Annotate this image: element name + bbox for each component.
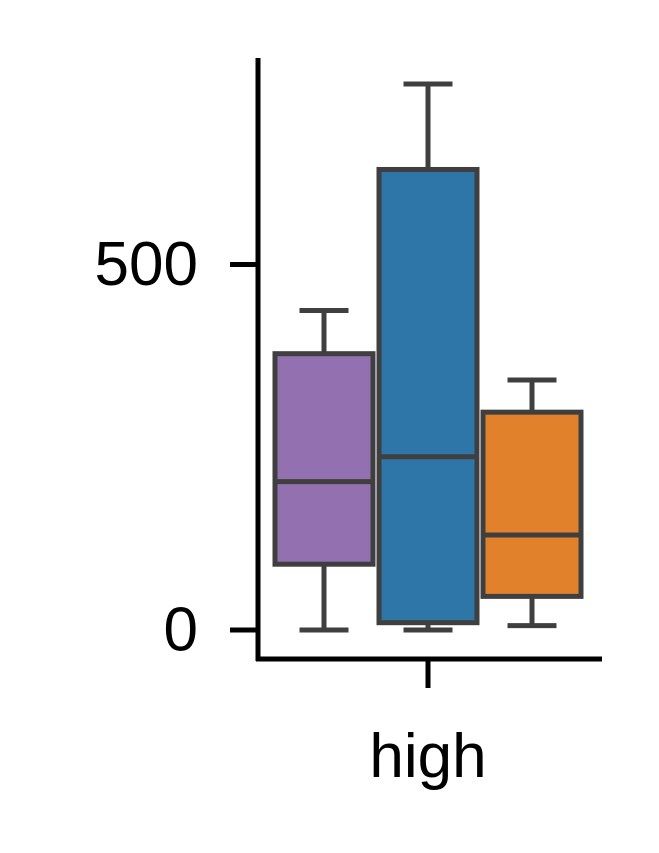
box-3 xyxy=(480,377,584,629)
y-axis-ticks: 500 0 xyxy=(95,230,258,665)
box-iqr xyxy=(480,409,584,599)
box-plot-series xyxy=(272,81,584,633)
box-iqr xyxy=(272,351,376,567)
x-tick-label: high xyxy=(369,722,486,791)
box-iqr xyxy=(376,166,480,626)
box-1 xyxy=(272,308,376,633)
x-axis-ticks: high xyxy=(369,659,487,791)
y-tick-label: 500 xyxy=(95,230,198,299)
box-2 xyxy=(376,81,480,633)
y-tick-label: 0 xyxy=(164,596,198,665)
